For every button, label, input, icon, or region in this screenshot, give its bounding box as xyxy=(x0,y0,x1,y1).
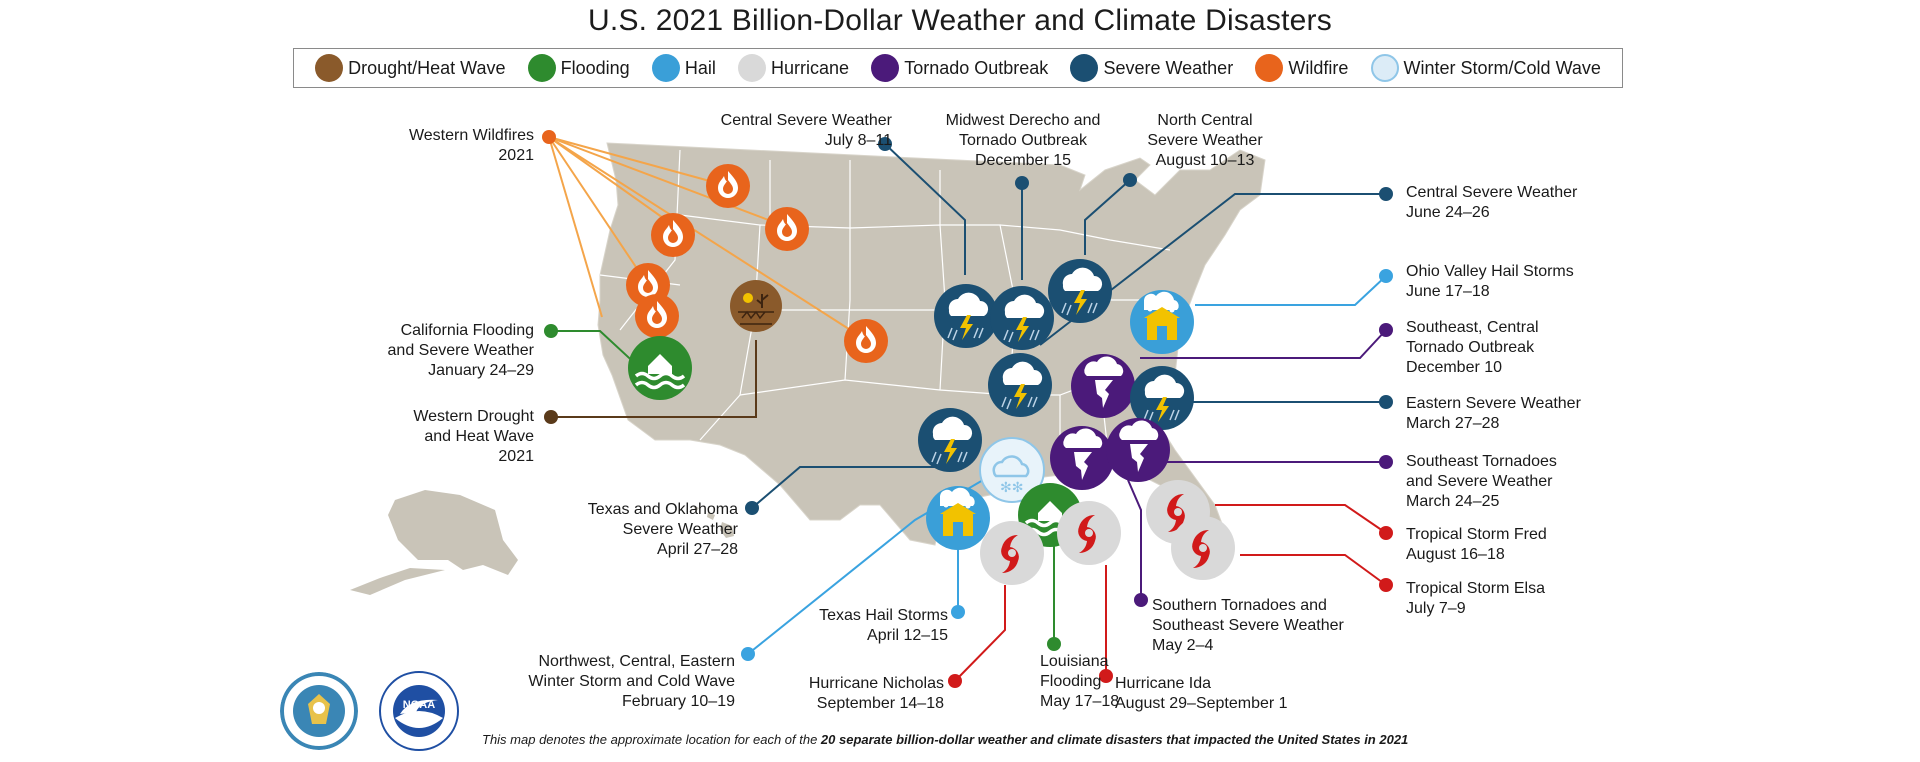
legend-item-hurricane: Hurricane xyxy=(738,54,849,82)
legend-label: Hail xyxy=(684,57,716,78)
legend-item-hail: Hail xyxy=(651,54,716,82)
drought-heat-wave-icon xyxy=(729,279,783,333)
severe-weather-icon xyxy=(917,407,983,473)
hurricane-icon xyxy=(1171,516,1235,580)
label-central-severe-june: Central Severe Weather June 24–26 xyxy=(1406,184,1578,221)
legend-item-winter-storm: Winter Storm/Cold Wave xyxy=(1370,54,1601,82)
severe-weather-icon xyxy=(933,283,999,349)
label-north-central: North Central Severe Weather August 10–13 xyxy=(1147,112,1263,169)
label-western-wildfires: Western Wildfires 2021 xyxy=(408,127,534,164)
legend-label: Hurricane xyxy=(771,57,850,78)
hail-icon xyxy=(651,54,680,82)
hurricane-icon xyxy=(738,54,767,82)
flooding-icon xyxy=(626,334,694,402)
legend-item-flooding: Flooding xyxy=(527,54,630,82)
legend-item-tornado: Tornado Outbreak xyxy=(871,54,1048,82)
label-ohio-valley-hail: Ohio Valley Hail Storms June 17–18 xyxy=(1406,263,1574,300)
label-central-severe-july: Central Severe Weather July 8–11 xyxy=(720,112,892,149)
tornado-icon xyxy=(1106,418,1170,482)
severe-weather-icon xyxy=(1070,54,1099,82)
label-texas-hail: Texas Hail Storms April 12–15 xyxy=(819,607,948,644)
winter-storm-icon xyxy=(1370,54,1399,82)
legend-item-wildfire: Wildfire xyxy=(1255,54,1348,82)
tornado-icon xyxy=(1071,354,1135,418)
legend: Drought/Heat Wave Flooding Hail Hurrican… xyxy=(293,48,1623,88)
flooding-icon xyxy=(527,54,556,82)
label-southern-tornadoes: Southern Tornadoes and Southeast Severe W… xyxy=(1152,597,1344,654)
hurricane-icon xyxy=(1057,501,1121,565)
label-western-drought: Western Drought and Heat Wave 2021 xyxy=(413,408,534,465)
hail-icon xyxy=(1130,290,1194,354)
alaska-landmass xyxy=(350,490,518,595)
wildfire-icon xyxy=(844,319,888,363)
legend-label: Flooding xyxy=(560,57,630,78)
legend-item-drought: Drought/Heat Wave xyxy=(315,54,505,82)
label-ts-fred: Tropical Storm Fred August 16–18 xyxy=(1406,526,1547,563)
noaa-logo: NOAA xyxy=(379,671,459,751)
legend-item-severe-weather: Severe Weather xyxy=(1070,54,1233,82)
label-eastern-severe: Eastern Severe Weather March 27–28 xyxy=(1406,395,1581,432)
wildfire-icon xyxy=(635,294,679,338)
label-ts-elsa: Tropical Storm Elsa July 7–9 xyxy=(1406,580,1545,617)
legend-label: Severe Weather xyxy=(1103,57,1234,78)
hawaii-islands xyxy=(693,505,734,538)
wildfire-icon xyxy=(651,213,695,257)
tornado-icon xyxy=(1050,426,1114,490)
wildfire-icon xyxy=(706,164,750,208)
label-midwest-derecho: Midwest Derecho and Tornado Outbreak Decem… xyxy=(945,112,1101,169)
hurricane-icon xyxy=(980,521,1044,585)
legend-label: Winter Storm/Cold Wave xyxy=(1403,57,1601,78)
severe-weather-icon xyxy=(989,285,1055,351)
drought-heat-wave-icon xyxy=(315,54,344,82)
label-louisiana-flooding: Louisiana Flooding May 17–18 xyxy=(1040,653,1120,710)
label-winter-storm: Northwest, Central, Eastern Winter Storm … xyxy=(528,653,735,710)
svg-text:NOAA: NOAA xyxy=(403,699,435,711)
legend-label: Tornado Outbreak xyxy=(904,57,1049,78)
wildfire-icon xyxy=(1255,54,1284,82)
state-borders xyxy=(599,149,1171,471)
legend-label: Drought/Heat Wave xyxy=(348,57,506,78)
label-texas-oklahoma: Texas and Oklahoma Severe Weather April 27… xyxy=(587,501,738,558)
severe-weather-icon xyxy=(987,352,1053,418)
tornado-icon xyxy=(871,54,900,82)
label-hurricane-nicholas: Hurricane Nicholas September 14–18 xyxy=(808,675,944,712)
label-southeast-tornadoes: Southeast Tornadoes and Severe Weather Mar… xyxy=(1406,453,1557,510)
hail-icon xyxy=(926,486,990,550)
wildfire-icon xyxy=(765,207,809,251)
page-title: U.S. 2021 Billion-Dollar Weather and Cli… xyxy=(588,4,1332,37)
severe-weather-icon xyxy=(1047,258,1113,324)
commerce-seal-logo xyxy=(280,672,358,750)
leader-lines xyxy=(542,130,1393,688)
label-california-flooding: California Flooding and Severe Weather Jan… xyxy=(387,322,534,379)
label-hurricane-ida: Hurricane Ida August 29–September 1 xyxy=(1115,675,1288,712)
footnote: This map denotes the approximate locatio… xyxy=(482,732,1409,747)
label-southeast-central-tornado: Southeast, Central Tornado Outbreak Decemb… xyxy=(1406,319,1539,376)
legend-label: Wildfire xyxy=(1288,57,1349,78)
